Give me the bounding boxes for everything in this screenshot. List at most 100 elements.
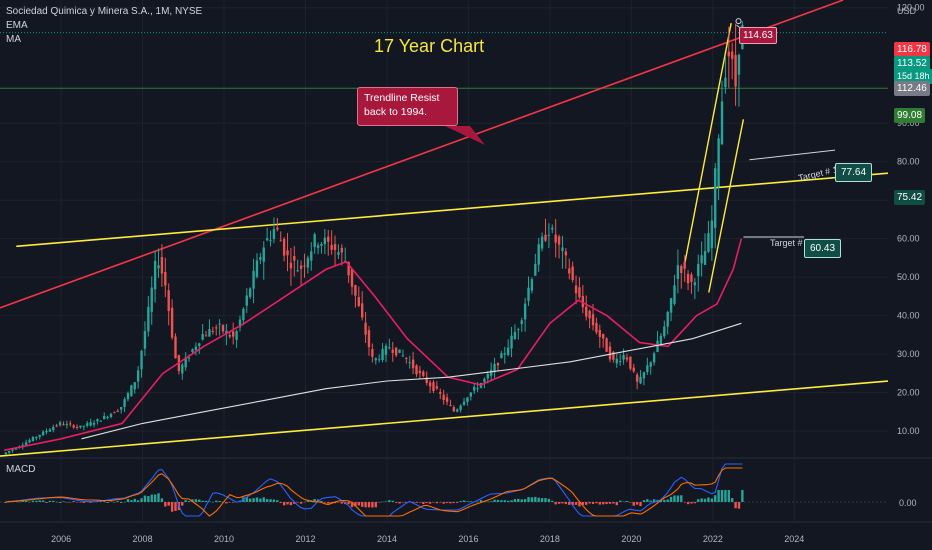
- macd-histogram-bar: [459, 501, 462, 502]
- macd-histogram-bar: [187, 501, 191, 502]
- macd-histogram-bar: [561, 502, 564, 504]
- macd-histogram-bar: [45, 502, 48, 503]
- macd-histogram-bar: [170, 502, 174, 512]
- price-tag-red: 116.78: [894, 42, 930, 57]
- candle-body: [398, 349, 401, 353]
- candle-body: [153, 260, 157, 290]
- target-1-value[interactable]: 77.64: [835, 163, 873, 182]
- price-tag-gray: 112.46: [894, 81, 930, 96]
- candle-body: [561, 247, 564, 252]
- macd-histogram-bar: [140, 498, 143, 502]
- macd-histogram-bar: [622, 501, 625, 503]
- candle-body: [639, 376, 642, 384]
- candle-body: [191, 349, 194, 352]
- x-tick-label: 2016: [458, 534, 478, 544]
- macd-histogram-bar: [391, 500, 394, 502]
- wedge-line: [683, 22, 732, 266]
- candle-body: [259, 257, 262, 260]
- macd-histogram-bar: [123, 501, 126, 503]
- macd-histogram-bar: [707, 497, 710, 502]
- macd-histogram-bar: [208, 501, 211, 502]
- macd-histogram-bar: [608, 502, 612, 504]
- macd-histogram-bar: [384, 501, 388, 502]
- macd-histogram-bar: [204, 500, 208, 502]
- macd-histogram-bar: [323, 502, 327, 503]
- macd-histogram-bar: [228, 502, 231, 503]
- candle-body: [41, 431, 45, 436]
- trendline-yellow: [0, 380, 889, 457]
- macd-histogram-bar: [113, 501, 116, 503]
- price-tag-green: 99.08: [894, 108, 926, 123]
- candle-body: [652, 353, 656, 363]
- macd-histogram-bar: [629, 502, 632, 503]
- macd-histogram-bar: [330, 502, 333, 504]
- ema-legend[interactable]: EMA: [6, 20, 28, 31]
- macd-histogram-bar: [700, 498, 703, 502]
- macd-histogram-bar: [469, 501, 473, 502]
- candle-body: [489, 369, 493, 376]
- x-tick-label: 2018: [540, 534, 560, 544]
- trendline-yellow: [16, 172, 889, 248]
- candle-body: [62, 424, 65, 426]
- candle-body: [364, 322, 367, 335]
- macd-histogram-bar: [534, 496, 537, 502]
- price-tag-teal: 75.42: [894, 190, 926, 205]
- macd-histogram-bar: [479, 500, 483, 502]
- candle-body: [279, 240, 282, 242]
- y-tick-label: 50.00: [897, 272, 920, 282]
- macd-histogram-bar: [503, 500, 506, 502]
- candle-body: [666, 311, 669, 327]
- trendline-callout[interactable]: Trendline Resist back to 1994.: [357, 87, 458, 126]
- macd-line: [5, 463, 743, 517]
- candle-body: [456, 409, 459, 412]
- candle-body: [228, 335, 231, 337]
- candle-body: [676, 265, 680, 279]
- x-tick-label: 2010: [214, 534, 234, 544]
- candle-body: [119, 407, 123, 410]
- candle-body: [242, 308, 245, 321]
- candle-body: [669, 298, 673, 313]
- peak-price-label[interactable]: 114.63: [739, 27, 777, 44]
- macd-histogram-bar: [232, 502, 235, 503]
- candle-body: [184, 357, 187, 368]
- macd-histogram-bar: [741, 490, 744, 502]
- candle-body: [174, 336, 177, 359]
- macd-histogram-bar: [693, 502, 697, 504]
- macd-histogram-bar: [320, 501, 323, 502]
- target-2-value[interactable]: 60.43: [804, 239, 842, 258]
- macd-histogram-bar: [449, 502, 452, 504]
- macd-histogram-bar: [642, 500, 646, 502]
- macd-histogram-bar: [615, 502, 618, 506]
- trendline-red: [0, 0, 844, 309]
- macd-histogram-bar: [52, 500, 55, 502]
- macd-histogram-bar: [618, 500, 622, 502]
- candle-body: [374, 358, 377, 361]
- macd-histogram-bar: [462, 500, 466, 502]
- macd-histogram-bar: [181, 502, 184, 506]
- candle-body: [381, 348, 384, 361]
- macd-histogram-bar: [357, 502, 360, 506]
- macd-histogram-bar: [133, 498, 136, 502]
- macd-histogram-bar: [28, 501, 31, 503]
- candle-body: [181, 364, 184, 374]
- candle-body: [618, 361, 622, 363]
- candle-body: [92, 422, 96, 425]
- candle-body: [564, 251, 568, 256]
- candle-body: [306, 257, 310, 268]
- ma-legend[interactable]: MA: [6, 34, 21, 45]
- macd-histogram-bar: [635, 502, 639, 505]
- target-2-text: Target # 2: [770, 238, 811, 248]
- candle-body: [113, 412, 116, 414]
- macd-histogram-bar: [591, 502, 595, 504]
- candle-body: [656, 340, 659, 353]
- macd-histogram-bar: [306, 500, 310, 502]
- wedge-line: [708, 119, 745, 293]
- macd-histogram-bar: [428, 502, 432, 504]
- macd-histogram-bar: [445, 502, 449, 504]
- candle-body: [585, 306, 588, 317]
- macd-histogram-bar: [425, 502, 428, 504]
- macd-histogram-bar: [82, 502, 86, 503]
- candle-body: [89, 422, 92, 426]
- macd-histogram-bar: [605, 502, 608, 505]
